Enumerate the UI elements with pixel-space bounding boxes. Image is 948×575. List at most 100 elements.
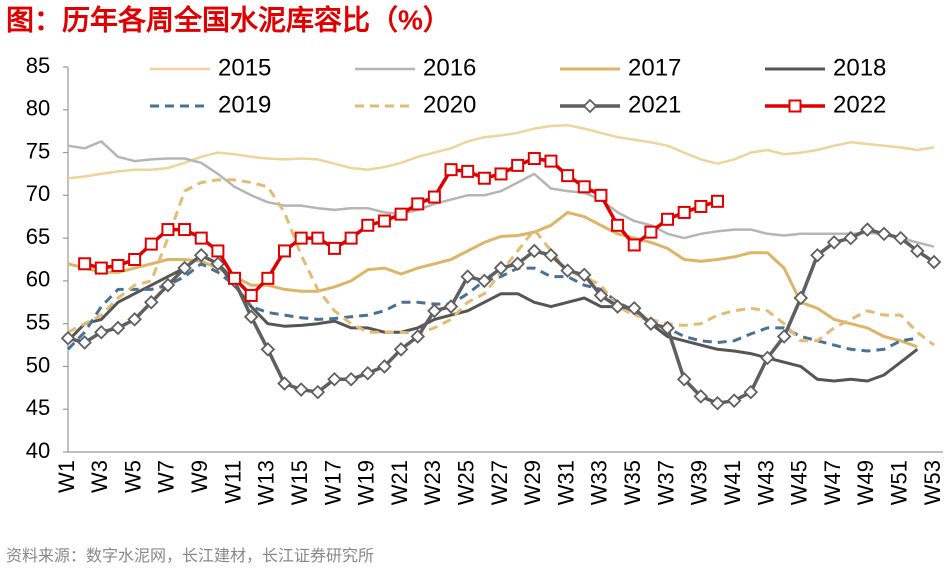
data-point xyxy=(210,256,226,272)
data-point xyxy=(461,164,475,178)
x-tick-label: W13 xyxy=(254,460,279,505)
x-tick-label: W15 xyxy=(287,460,312,505)
data-point xyxy=(294,231,308,245)
legend-marker xyxy=(582,98,598,114)
series-line xyxy=(67,140,935,248)
x-tick-label: W21 xyxy=(387,460,412,505)
data-point xyxy=(743,384,759,400)
data-point xyxy=(660,320,675,336)
data-point xyxy=(893,230,908,246)
data-point xyxy=(94,261,108,275)
data-point xyxy=(661,212,675,226)
x-tick-label: W11 xyxy=(220,460,245,504)
data-point xyxy=(710,395,725,411)
y-tick-label: 65 xyxy=(26,224,50,249)
data-point xyxy=(177,260,192,276)
data-point xyxy=(576,267,592,283)
data-point xyxy=(910,243,925,259)
data-point xyxy=(626,300,642,316)
data-point xyxy=(160,277,176,293)
data-point xyxy=(776,329,792,344)
data-point xyxy=(644,225,658,239)
data-point xyxy=(78,257,92,271)
data-point xyxy=(394,207,408,221)
series-line xyxy=(67,123,935,180)
data-point xyxy=(361,218,375,232)
x-tick-label: W37 xyxy=(653,460,678,505)
data-point xyxy=(876,226,892,242)
data-point xyxy=(760,350,775,366)
data-point xyxy=(561,169,575,183)
data-point xyxy=(443,299,459,314)
legend-label: 2020 xyxy=(423,91,476,118)
data-point xyxy=(143,295,159,310)
data-point xyxy=(711,194,724,208)
data-point xyxy=(310,384,326,400)
data-point xyxy=(161,223,175,237)
data-point xyxy=(128,253,142,266)
data-point xyxy=(178,223,192,237)
x-tick-label: W49 xyxy=(853,460,878,505)
data-point xyxy=(127,312,142,327)
data-point xyxy=(427,190,441,204)
data-point xyxy=(377,214,391,228)
legend-label: 2018 xyxy=(833,54,886,81)
data-point xyxy=(327,241,341,255)
data-point xyxy=(676,372,692,387)
data-point xyxy=(477,171,491,185)
data-point xyxy=(111,258,125,272)
source-note: 资料来源：数字水泥网，长江建材，长江证券研究所 xyxy=(6,547,374,565)
x-tick-label: W19 xyxy=(354,460,379,505)
data-point xyxy=(594,188,608,202)
data-point xyxy=(593,288,609,303)
data-point xyxy=(228,271,242,285)
data-point xyxy=(693,389,709,404)
x-tick-label: W39 xyxy=(687,460,712,505)
x-tick-label: W27 xyxy=(487,460,512,505)
y-tick-label: 80 xyxy=(26,96,50,121)
data-point xyxy=(493,260,509,276)
data-point xyxy=(277,376,292,391)
y-tick-label: 85 xyxy=(26,53,50,78)
data-point xyxy=(110,320,126,336)
data-point xyxy=(677,205,691,219)
data-point xyxy=(511,158,525,172)
data-point xyxy=(793,290,809,306)
data-point xyxy=(577,180,591,194)
data-point xyxy=(494,167,508,181)
data-point xyxy=(527,152,541,166)
x-tick-label: W9 xyxy=(187,460,212,493)
data-point xyxy=(293,382,309,397)
data-point xyxy=(810,247,825,263)
legend-label: 2022 xyxy=(833,91,886,118)
data-point xyxy=(826,235,842,250)
data-point xyxy=(477,273,492,289)
series-line xyxy=(66,262,918,353)
legend-marker xyxy=(788,99,802,113)
y-tick-label: 60 xyxy=(26,267,50,292)
data-point xyxy=(144,237,158,251)
x-tick-label: W29 xyxy=(520,460,545,505)
x-tick-label: W35 xyxy=(620,460,645,505)
data-point xyxy=(694,199,708,213)
data-point xyxy=(611,218,625,232)
data-point xyxy=(643,316,659,331)
x-tick-label: W17 xyxy=(320,460,345,505)
data-point xyxy=(543,247,559,263)
x-tick-label: W45 xyxy=(787,460,812,505)
data-point xyxy=(860,222,875,237)
data-point xyxy=(926,254,942,270)
legend-label: 2015 xyxy=(218,54,271,81)
y-tick-label: 50 xyxy=(26,352,50,377)
data-point xyxy=(444,163,458,177)
y-tick-label: 75 xyxy=(26,138,50,163)
legend-label: 2016 xyxy=(423,54,476,81)
x-tick-label: W7 xyxy=(154,460,179,493)
data-point xyxy=(344,231,358,245)
data-point xyxy=(427,303,442,319)
data-point xyxy=(510,256,525,272)
data-point xyxy=(343,372,359,387)
x-tick-label: W3 xyxy=(87,460,112,493)
data-point xyxy=(360,366,376,381)
